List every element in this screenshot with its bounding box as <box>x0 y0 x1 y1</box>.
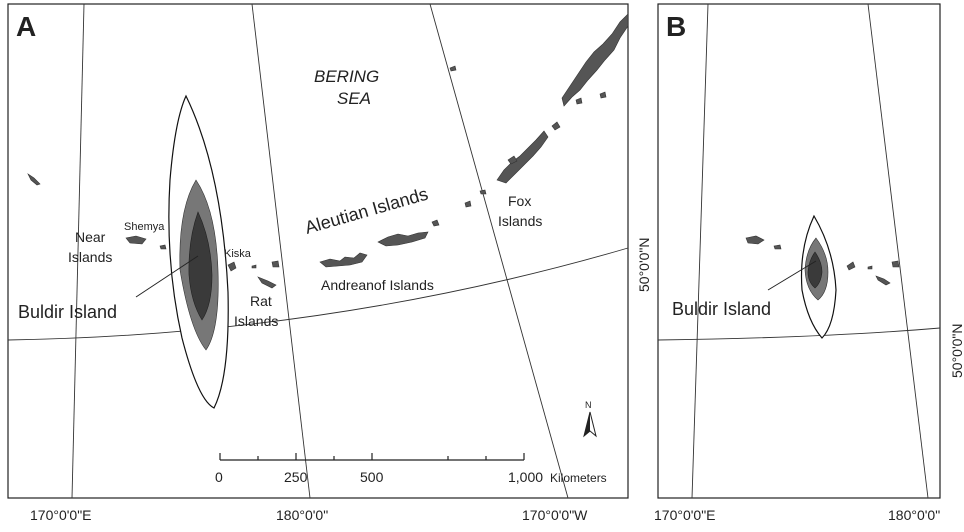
buldir-island-label-a: Buldir Island <box>18 302 117 322</box>
aleutian-islands-label: Aleutian Islands <box>303 184 431 238</box>
coord-a-170e: 170°0'0"E <box>30 507 92 523</box>
coord-b-180: 180°0'0" <box>888 507 940 523</box>
north-arrow-label: N <box>585 400 592 410</box>
islands-a <box>27 13 629 289</box>
fox-islands-label-line2: Islands <box>498 213 542 229</box>
kiska-label: Kiska <box>224 248 252 260</box>
north-arrow: N <box>583 400 597 438</box>
bering-sea-label-line1: BERING <box>314 67 379 86</box>
coord-a-170w: 170°0'0"W <box>522 507 588 523</box>
coord-a-180: 180°0'0" <box>276 507 328 523</box>
rat-islet-3 <box>271 260 280 268</box>
parallel-50n-a <box>7 247 629 341</box>
attu-island-b <box>745 235 765 245</box>
kiska-island <box>227 261 237 272</box>
rat-islet-1 <box>251 264 257 269</box>
near-islands-label-line2: Islands <box>68 249 112 265</box>
scale-tick-500: 500 <box>360 469 384 485</box>
alaska-peninsula <box>561 13 629 107</box>
meridian-180-b <box>867 3 929 499</box>
fox-islet-c <box>575 97 583 105</box>
scale-tick-250: 250 <box>284 469 308 485</box>
bering-sea-label-line2: SEA <box>337 89 371 108</box>
coord-b-50n: 50°0'0"N <box>949 324 964 379</box>
coord-a-50n: 50°0'0"N <box>636 238 652 293</box>
near-islands-label-line1: Near <box>75 229 106 245</box>
panel-b-frame <box>657 3 941 499</box>
andreanof-islet <box>431 219 440 227</box>
fox-islet-d <box>599 91 607 99</box>
attu-island <box>27 173 41 186</box>
rat-islet-2 <box>257 276 277 289</box>
buldir-contours-b <box>800 214 837 339</box>
fox-islands-label-line1: Fox <box>508 193 531 209</box>
shemya-island <box>125 235 147 245</box>
northeast-islet <box>449 65 457 72</box>
shemya-label: Shemya <box>124 221 165 233</box>
meridian-170w-a <box>429 3 569 499</box>
scale-tick-1000: 1,000 <box>508 469 543 485</box>
scale-unit: Kilometers <box>550 471 607 485</box>
scale-tick-0: 0 <box>215 469 223 485</box>
rat-islands-label-line1: Rat <box>250 293 272 309</box>
fox-islands <box>496 130 549 184</box>
panel-a: A BERING SEA Aleutian Islands Fox Island… <box>7 3 652 523</box>
coord-b-170e: 170°0'0"E <box>654 507 716 523</box>
andreanof-islands-label: Andreanof Islands <box>321 277 434 293</box>
islet-465 <box>464 200 472 208</box>
panel-a-letter: A <box>16 11 36 42</box>
scale-bar: 0 250 500 1,000 Kilometers <box>215 453 607 485</box>
rat-islet-b2 <box>875 275 891 286</box>
fox-islet-b <box>551 121 561 131</box>
rat-islet-b3 <box>891 260 900 268</box>
andreanof-west <box>319 252 368 268</box>
buldir-leader-a <box>135 255 199 298</box>
rat-islands-label-line2: Islands <box>234 313 278 329</box>
near-islet <box>159 244 167 250</box>
andreanof-east <box>377 231 429 247</box>
rat-islet-b1 <box>867 265 873 270</box>
buldir-leader-b <box>767 260 817 291</box>
kiska-island-b <box>846 261 856 271</box>
panel-a-frame <box>7 3 629 499</box>
parallel-50n-b <box>657 327 941 341</box>
islands-b <box>745 235 900 286</box>
panel-b-letter: B <box>666 11 686 42</box>
shemya-island-b <box>773 244 782 250</box>
contour-inner-a <box>188 211 213 321</box>
panel-b: B Buldir Island 170°0'0"E 180°0'0" 50°0'… <box>654 3 964 523</box>
meridian-180-a <box>251 3 311 499</box>
buldir-island-label-b: Buldir Island <box>672 299 771 319</box>
buldir-contours-a <box>168 94 229 409</box>
meridian-170e-a <box>71 3 85 499</box>
islet-480 <box>479 189 487 195</box>
fox-islet-a <box>507 155 518 165</box>
meridian-170e-b <box>691 3 709 499</box>
